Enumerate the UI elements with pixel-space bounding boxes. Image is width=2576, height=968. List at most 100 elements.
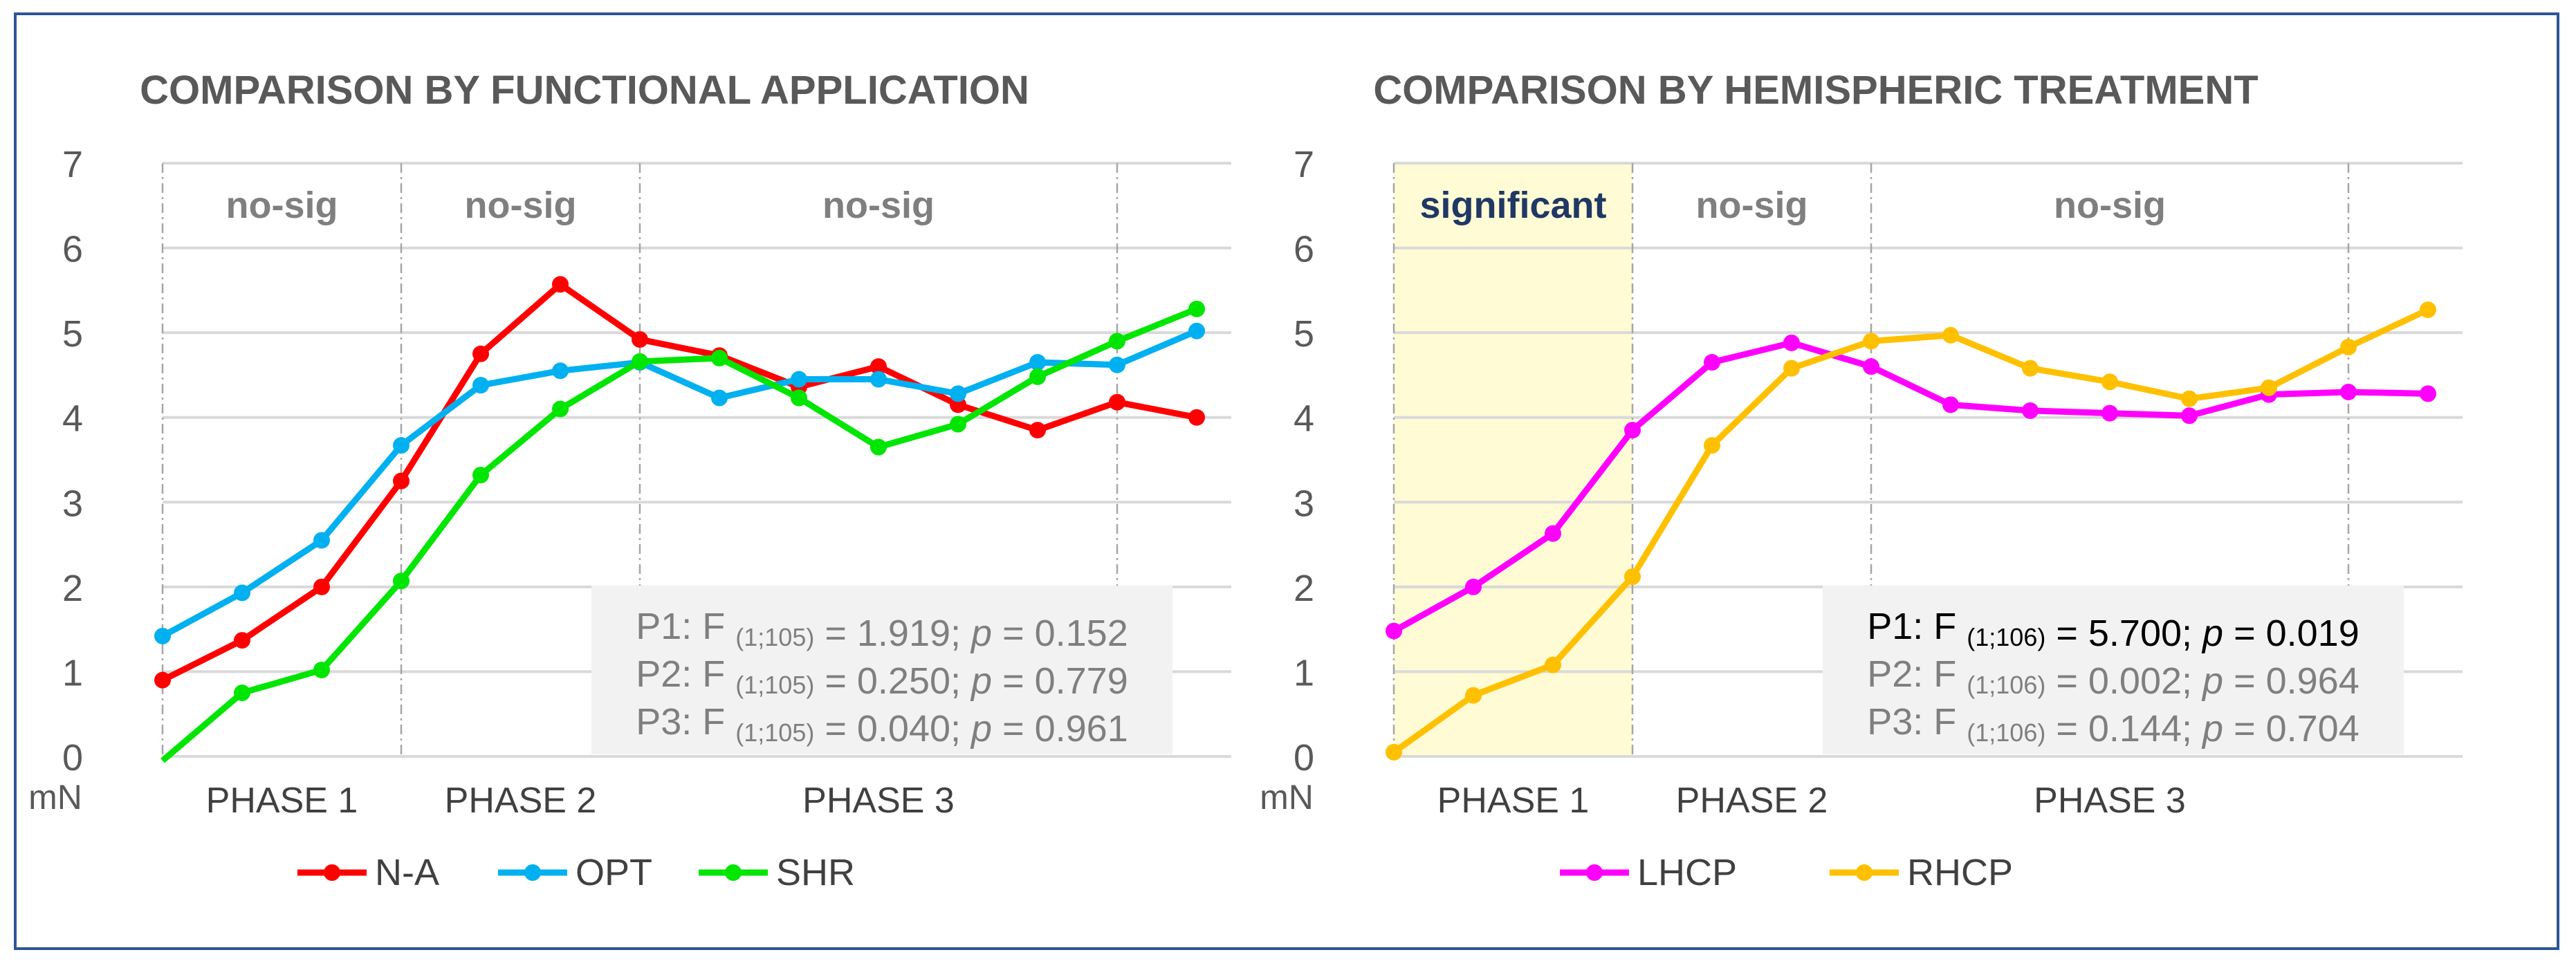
data-point-rhcp [1386, 743, 1402, 761]
stats-box [591, 586, 1172, 754]
data-point-opt [154, 627, 171, 644]
y-tick-label: 4 [62, 398, 83, 440]
series-line-shr [160, 306, 1198, 763]
stats-subscript: (1;105) [735, 623, 814, 651]
y-tick-label: 6 [1294, 229, 1314, 270]
y-tick-label: 5 [62, 313, 83, 355]
data-point-shr [552, 400, 569, 418]
data-point-n-a [1029, 422, 1046, 439]
data-point-rhcp [2022, 360, 2039, 377]
data-point-opt [1029, 354, 1046, 371]
data-point-lhcp [2181, 407, 2198, 425]
stats-line-3: P3: F (1;106) = 0.144; p = 0.704 [1867, 701, 2359, 750]
stats-subscript: (1;105) [735, 671, 814, 699]
data-point-rhcp [2340, 338, 2357, 355]
data-point-n-a [632, 331, 648, 348]
y-axis-unit-label: mN [1260, 778, 1314, 817]
stats-box [1823, 586, 2404, 754]
data-point-rhcp [2101, 373, 2118, 391]
legend-label-rhcp: RHCP [1907, 852, 2013, 893]
stats-line-2: P2: F (1;105) = 0.250; p = 0.779 [636, 653, 1128, 702]
legend-marker-opt [524, 864, 541, 881]
data-point-shr [632, 353, 648, 370]
figure-frame [14, 12, 2559, 950]
phase-label-1: PHASE 1 [1437, 781, 1590, 821]
data-point-rhcp [1624, 568, 1641, 586]
y-tick-label: 1 [62, 652, 83, 694]
data-point-lhcp [1386, 622, 1402, 640]
stats-text: = 0.704 [2223, 708, 2359, 750]
data-point-shr [1188, 300, 1205, 317]
y-tick-label: 6 [62, 229, 83, 270]
significant-region-1 [1394, 163, 1632, 756]
data-point-n-a [393, 472, 410, 490]
chart-svg: COMPARISON BY HEMISPHERIC TREATMENT 0 1 2 3 4… [1260, 68, 2463, 893]
stats-text: = 0.002; [2045, 660, 2202, 702]
y-tick-label: 4 [1294, 398, 1314, 440]
legend-marker-lhcp [1586, 864, 1603, 881]
stats-line-3: P3: F (1;105) = 0.040; p = 0.961 [636, 701, 1128, 750]
data-point-lhcp [2022, 402, 2039, 419]
stats-text: = 1.919; [814, 613, 971, 654]
phase-label-3: PHASE 3 [2034, 781, 2186, 821]
stats-text: P2: F [636, 653, 735, 695]
data-point-rhcp [1783, 360, 1800, 377]
chart-hemispheric-treatment: COMPARISON BY HEMISPHERIC TREATMENT 0 1 2 3 4… [1238, 28, 2511, 927]
data-point-opt [870, 371, 887, 388]
stats-text: = 0.040; [814, 708, 971, 750]
data-point-opt [711, 389, 728, 407]
stats-text: = 0.152 [992, 613, 1128, 654]
region-label-1: no-sig [226, 185, 338, 226]
data-point-n-a [313, 578, 330, 595]
data-point-rhcp [1545, 656, 1561, 673]
chart-title: COMPARISON BY FUNCTIONAL APPLICATION [140, 68, 1029, 113]
stats-text: = 0.779 [992, 660, 1128, 702]
data-point-n-a [1109, 393, 1125, 411]
phase-label-1: PHASE 1 [206, 781, 358, 821]
stats-p-symbol: p [2201, 708, 2223, 750]
data-point-opt [234, 584, 250, 602]
y-tick-label: 0 [62, 737, 83, 779]
legend-label-lhcp: LHCP [1637, 852, 1737, 893]
data-point-n-a [234, 632, 250, 649]
stats-text: P3: F [636, 701, 735, 743]
phase-label-3: PHASE 3 [802, 781, 955, 821]
y-tick-label: 3 [62, 483, 83, 524]
data-point-opt [950, 385, 966, 402]
stats-subscript: (1;106) [1967, 623, 2045, 651]
stats-text: P3: F [1867, 701, 1967, 743]
series-line-rhcp [1392, 306, 2429, 755]
data-point-n-a [154, 671, 171, 689]
data-point-rhcp [1942, 326, 1959, 344]
data-point-opt [552, 362, 569, 380]
phase-label-2: PHASE 2 [445, 781, 597, 821]
data-point-opt [393, 437, 410, 454]
data-point-lhcp [1783, 334, 1800, 351]
data-point-lhcp [1942, 396, 1959, 413]
stats-text: P1: F [636, 606, 735, 647]
stats-text: P1: F [1867, 606, 1967, 647]
y-tick-label: 2 [62, 568, 83, 609]
data-point-shr [950, 416, 966, 433]
data-point-shr [870, 438, 887, 456]
y-tick-label: 3 [1294, 483, 1314, 524]
stats-subscript: (1;106) [1967, 718, 2045, 747]
stats-text: = 0.964 [2223, 660, 2359, 702]
data-point-shr [1109, 333, 1125, 350]
stats-text: = 0.961 [992, 708, 1128, 750]
data-point-shr [393, 573, 410, 590]
chart-title: COMPARISON BY HEMISPHERIC TREATMENT [1373, 68, 2258, 113]
stats-p-symbol: p [2201, 660, 2223, 702]
chart-svg: COMPARISON BY FUNCTIONAL APPLICATION 0 1 2 3… [28, 68, 1231, 893]
y-tick-label: 1 [1294, 652, 1314, 694]
data-point-lhcp [1863, 358, 1879, 375]
stats-text: = 0.250; [814, 660, 971, 702]
data-point-shr [234, 685, 250, 702]
chart-functional-application: COMPARISON BY FUNCTIONAL APPLICATION 0 1 2 3… [7, 28, 1280, 927]
data-point-rhcp [2420, 301, 2436, 319]
data-point-n-a [1188, 409, 1205, 426]
legend-label-opt: OPT [576, 852, 652, 893]
series-rhcp [1386, 301, 2436, 761]
data-point-rhcp [2261, 379, 2277, 396]
data-point-opt [313, 532, 330, 549]
